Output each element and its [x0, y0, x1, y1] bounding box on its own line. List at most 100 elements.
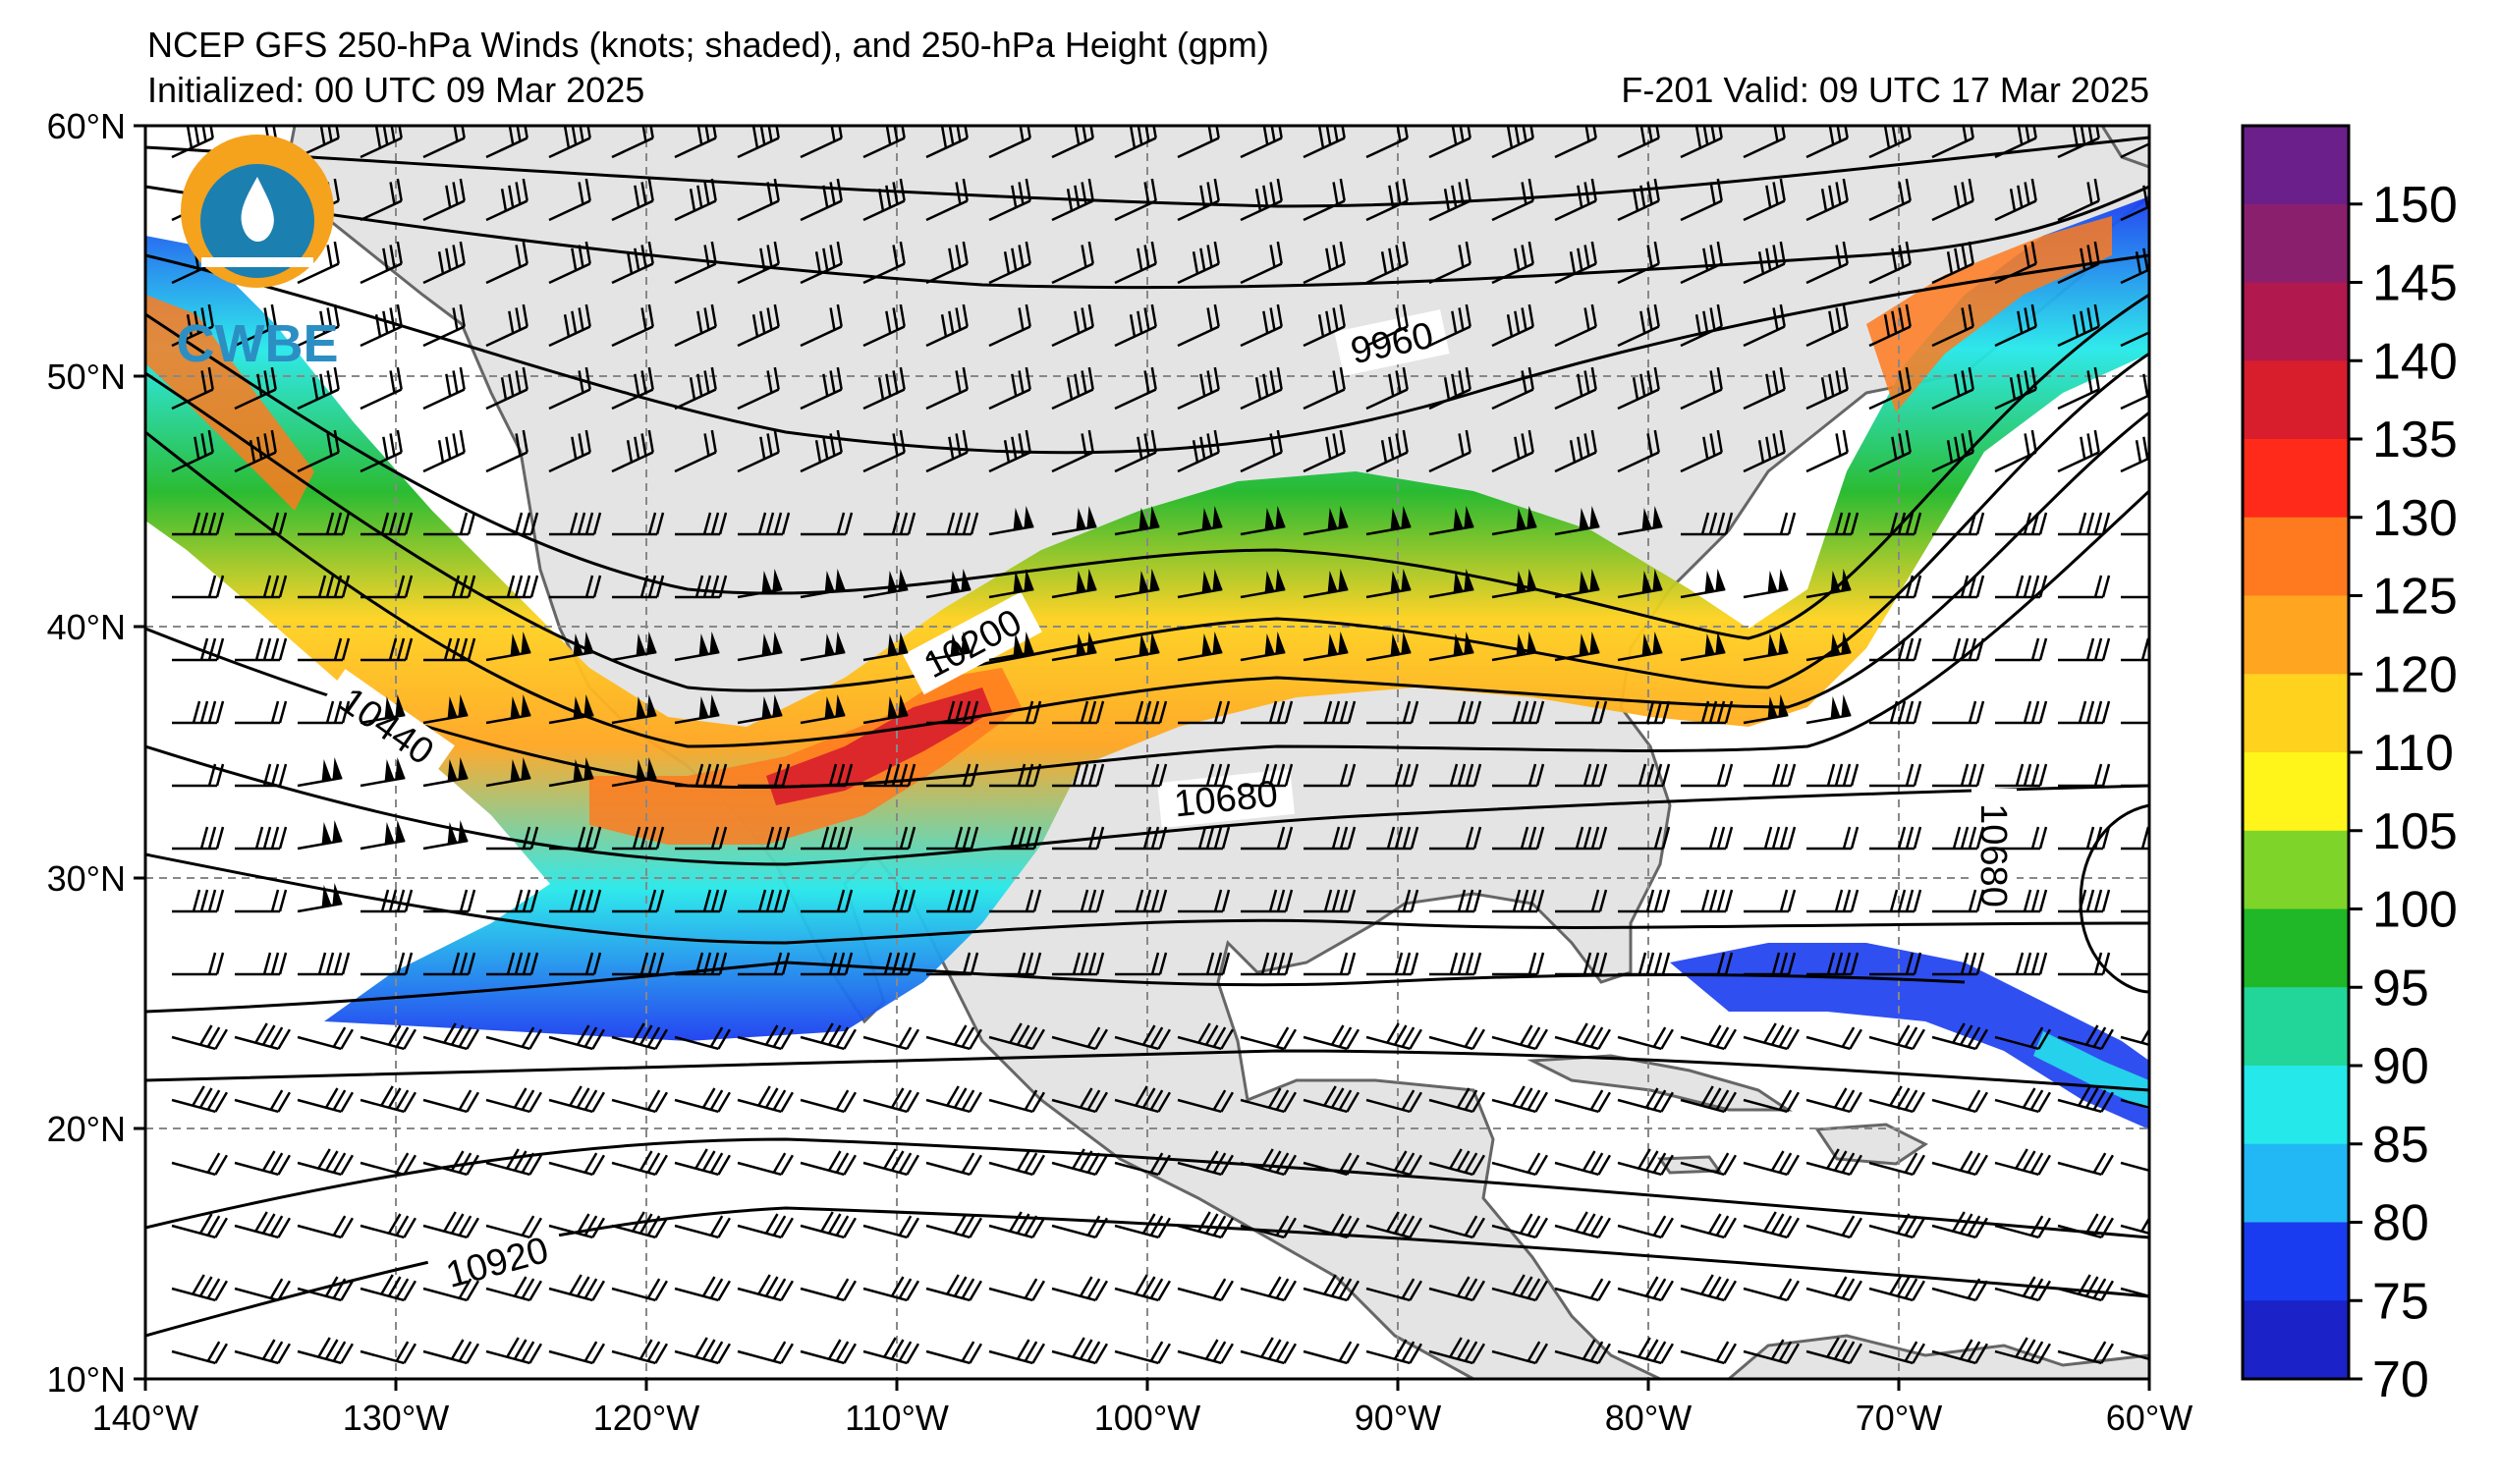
- wind-barb-icon: [1932, 512, 1985, 536]
- wind-barb-icon: [925, 1274, 983, 1302]
- wind-barb-icon: [1303, 1085, 1360, 1114]
- wind-barb-icon: [1114, 1085, 1172, 1114]
- wind-barb-icon: [171, 366, 214, 411]
- wind-barb-icon: [1617, 1215, 1675, 1239]
- wind-barb-icon: [1177, 178, 1220, 222]
- wind-barb-icon: [1052, 952, 1105, 976]
- wind-barb-icon: [1491, 1341, 1549, 1365]
- wind-barb-icon: [549, 889, 602, 913]
- wind-barb-icon: [1618, 700, 1671, 725]
- wind-barb-icon: [1366, 889, 1419, 913]
- wind-barb-icon: [361, 512, 414, 536]
- wind-barb-icon: [548, 126, 591, 159]
- wind-barb-icon: [1680, 366, 1723, 411]
- wind-barb-icon: [1932, 826, 1985, 851]
- wind-barb-icon: [1051, 1087, 1109, 1114]
- lat-label: 50°N: [47, 357, 126, 397]
- wind-barb-icon: [1743, 241, 1786, 285]
- wind-barb-icon: [1806, 763, 1860, 788]
- wind-barb-icon: [1805, 1148, 1863, 1177]
- wind-barb-icon: [1805, 569, 1852, 599]
- wind-barb-icon: [1931, 303, 1974, 348]
- wind-barb-icon: [611, 241, 654, 285]
- wind-barb-icon: [2120, 1211, 2149, 1239]
- wind-barb-icon: [548, 1152, 606, 1177]
- wind-barb-icon: [1114, 1341, 1172, 1365]
- wind-barb-icon: [1743, 429, 1786, 473]
- wind-barb-icon: [1051, 1337, 1109, 1365]
- wind-barb-icon: [1429, 952, 1482, 976]
- wind-barb-icon: [2121, 826, 2149, 851]
- wind-barb-icon: [1806, 952, 1860, 976]
- wind-barb-icon: [1365, 241, 1409, 285]
- wind-barb-icon: [1114, 506, 1160, 536]
- wind-barb-icon: [988, 1089, 1046, 1114]
- wind-barb-icon: [1491, 1085, 1549, 1114]
- colorbar-swatch: [2243, 987, 2349, 1067]
- wind-barb-icon: [988, 632, 1034, 662]
- wind-barb-icon: [1365, 1022, 1423, 1051]
- wind-barb-icon: [1114, 178, 1157, 222]
- wind-barb-icon: [1617, 1276, 1675, 1302]
- wind-barb-icon: [674, 1148, 732, 1177]
- wind-barb-icon: [235, 826, 288, 851]
- wind-barb-icon: [1617, 632, 1663, 662]
- wind-barb-icon: [1554, 1278, 1612, 1302]
- wind-barb-icon: [1617, 1148, 1675, 1177]
- wind-barb-icon: [422, 1278, 480, 1302]
- wind-barb-icon: [1114, 1024, 1172, 1051]
- wind-barb-icon: [1744, 889, 1797, 913]
- wind-barb-icon: [1428, 569, 1474, 599]
- wind-barb-icon: [360, 1085, 417, 1114]
- wind-barb-icon: [926, 700, 979, 725]
- wind-barb-icon: [738, 512, 791, 536]
- wind-barb-icon: [1680, 429, 1723, 473]
- wind-barb-icon: [1051, 303, 1094, 348]
- wind-barb-icon: [1365, 1278, 1423, 1302]
- wind-barb-icon: [1178, 826, 1231, 851]
- colorbar-swatch: [2243, 203, 2349, 283]
- wind-barb-icon: [1681, 512, 1734, 536]
- wind-barb-icon: [1995, 512, 2048, 536]
- wind-barb-icon: [1177, 1211, 1235, 1239]
- wind-barb-icon: [1681, 700, 1734, 725]
- wind-barb-icon: [862, 178, 906, 222]
- wind-barb-icon: [611, 1339, 669, 1365]
- wind-barb-icon: [1115, 763, 1168, 788]
- wind-barb-icon: [297, 1215, 355, 1239]
- wind-barb-icon: [1931, 1339, 1989, 1365]
- colorbar-swatch: [2243, 126, 2349, 205]
- wind-barb-icon: [1428, 1148, 1486, 1177]
- wind-barb-icon: [1428, 429, 1471, 473]
- wind-barb-icon: [1241, 952, 1294, 976]
- wind-barb-icon: [1680, 1341, 1738, 1365]
- wind-barb-icon: [988, 569, 1034, 599]
- wind-barb-icon: [485, 1087, 543, 1114]
- wind-barb-icon: [422, 757, 469, 788]
- wind-barb-icon: [234, 1211, 292, 1239]
- wind-barb-icon: [1114, 303, 1157, 348]
- wind-barb-icon: [674, 429, 717, 473]
- wind-barb-icon: [1618, 763, 1671, 788]
- wind-barb-icon: [988, 1022, 1046, 1051]
- wind-barb-icon: [1617, 241, 1660, 285]
- wind-barb-icon: [1617, 1087, 1675, 1114]
- wind-barb-icon: [171, 1274, 229, 1302]
- wind-barb-icon: [989, 700, 1042, 725]
- wind-barb-icon: [988, 178, 1031, 222]
- wind-barb-icon: [1868, 1341, 1926, 1365]
- wind-barb-icon: [234, 1022, 292, 1051]
- wind-barb-icon: [2057, 178, 2100, 222]
- lat-label: 40°N: [47, 607, 126, 647]
- wind-barb-icon: [1995, 889, 2048, 913]
- wind-barb-icon: [800, 1339, 858, 1365]
- wind-barb-icon: [1365, 1089, 1423, 1114]
- wind-barb-icon: [1744, 512, 1797, 536]
- wind-barb-icon: [738, 889, 791, 913]
- initialized-time: Initialized: 00 UTC 09 Mar 2025: [147, 70, 644, 110]
- wind-barb-icon: [2057, 241, 2100, 285]
- wind-barb-icon: [1366, 826, 1419, 851]
- wind-barb-icon: [612, 575, 665, 599]
- wind-barb-icon: [548, 1085, 606, 1114]
- wind-barb-icon: [1052, 700, 1105, 725]
